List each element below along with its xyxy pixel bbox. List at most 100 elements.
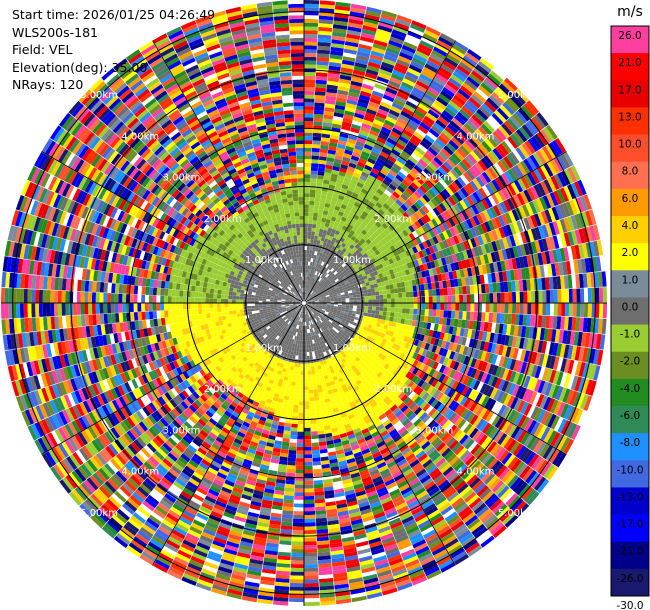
gate <box>313 270 317 275</box>
gate <box>377 247 384 254</box>
gate <box>304 45 317 50</box>
gate <box>366 108 377 116</box>
gate <box>380 238 387 245</box>
gate <box>355 140 365 148</box>
gate <box>339 78 351 85</box>
gate <box>403 147 413 156</box>
gate <box>304 291 306 296</box>
gate <box>348 238 354 244</box>
gate <box>310 290 313 294</box>
gate <box>387 207 395 215</box>
gate <box>378 105 390 113</box>
gate <box>307 265 310 270</box>
gate <box>435 138 446 148</box>
gate <box>394 62 409 71</box>
gate <box>315 263 319 268</box>
gate <box>351 257 357 263</box>
gate <box>317 272 321 277</box>
gate <box>403 103 416 113</box>
gate <box>363 143 373 151</box>
gate <box>312 132 322 138</box>
gate <box>374 83 387 91</box>
gate <box>384 90 396 99</box>
gate <box>427 86 440 97</box>
gate <box>370 94 383 102</box>
gate <box>304 121 314 126</box>
gate <box>327 239 332 245</box>
gate <box>328 223 334 229</box>
gate <box>313 208 319 214</box>
gate <box>325 199 332 205</box>
gate <box>442 110 454 121</box>
gate <box>304 52 317 58</box>
gate <box>304 284 306 288</box>
gate <box>364 72 378 80</box>
gate <box>308 208 314 213</box>
gate <box>360 32 375 40</box>
gate <box>314 288 318 293</box>
gate <box>320 221 326 227</box>
gate <box>323 179 330 185</box>
gate <box>374 161 384 169</box>
gate <box>417 76 431 87</box>
gate <box>367 157 376 165</box>
gate <box>335 101 347 107</box>
gate <box>328 266 333 271</box>
gate <box>357 98 370 105</box>
gate <box>470 94 484 106</box>
gate <box>344 44 358 51</box>
gate <box>394 219 401 227</box>
gate <box>491 112 504 126</box>
gate <box>360 188 369 195</box>
gate <box>381 147 391 156</box>
gate <box>433 122 445 132</box>
gate <box>397 206 406 215</box>
gate <box>462 171 473 183</box>
gate <box>309 246 313 251</box>
gate <box>418 207 427 216</box>
gate <box>512 91 526 105</box>
gate <box>304 79 316 84</box>
gate <box>304 132 313 137</box>
gate <box>393 25 408 35</box>
gate <box>486 97 500 110</box>
gate <box>320 237 325 242</box>
gate <box>307 292 310 297</box>
gate <box>322 258 327 263</box>
gate <box>481 140 493 153</box>
gate <box>311 223 317 229</box>
gate <box>411 134 422 144</box>
gate <box>357 133 368 141</box>
gate <box>428 128 440 138</box>
gate <box>396 14 412 24</box>
gate <box>346 33 361 40</box>
gate <box>330 240 335 246</box>
gate <box>419 121 431 132</box>
gate <box>435 153 446 164</box>
gate <box>423 115 435 125</box>
gate <box>439 191 448 201</box>
gate <box>400 132 411 141</box>
gate <box>341 242 347 248</box>
gate <box>304 265 306 269</box>
gate <box>376 228 383 235</box>
gate <box>440 63 455 74</box>
gate <box>358 232 365 239</box>
gate <box>402 229 409 237</box>
gate <box>431 102 444 113</box>
gate <box>304 109 314 114</box>
gate <box>316 251 321 257</box>
gate <box>349 84 362 91</box>
gate <box>356 235 363 241</box>
gate <box>319 225 325 230</box>
gate <box>373 39 388 48</box>
gate <box>360 87 373 94</box>
gate <box>344 244 350 250</box>
gate <box>351 226 358 233</box>
gate <box>353 232 359 239</box>
gate <box>380 215 387 223</box>
gate <box>311 147 320 153</box>
gate <box>304 41 318 46</box>
gate <box>313 283 317 288</box>
gate <box>356 262 362 268</box>
